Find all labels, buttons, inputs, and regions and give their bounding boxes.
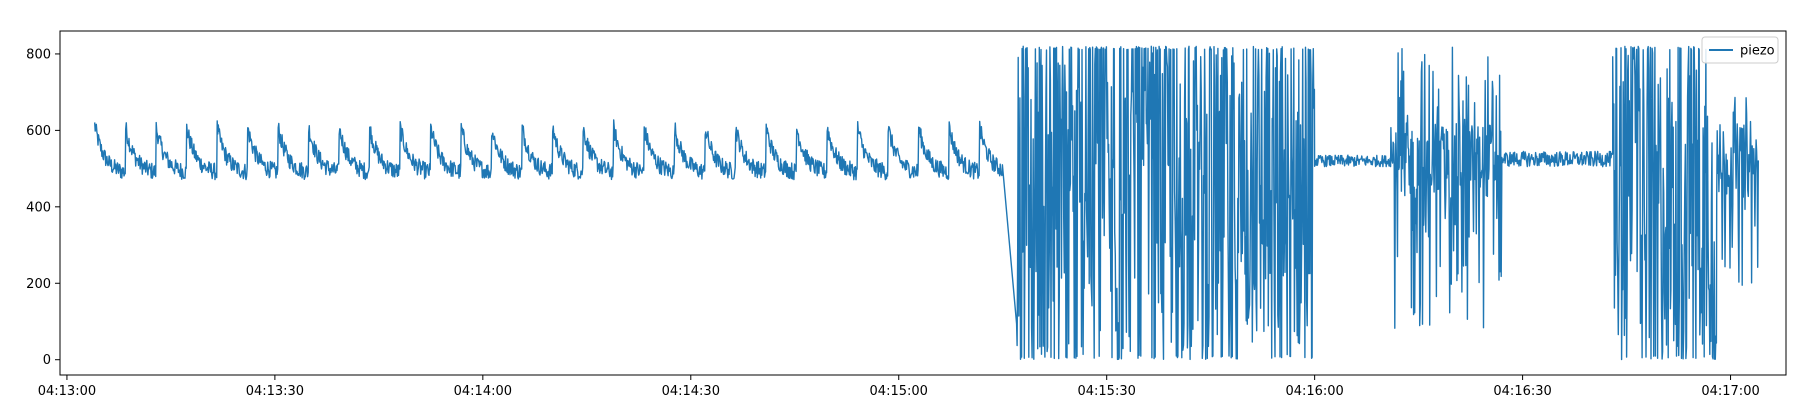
axes-frame [59,30,1787,376]
x-tick-label: 04:16:30 [1493,384,1551,399]
axes: 04:13:00 04:13:30 04:14:00 04:14:30 04:15:00… [26,30,1787,399]
y-tick-label: 400 [26,200,51,215]
x-tick-label: 04:14:00 [454,384,512,399]
y-tick-label: 200 [26,277,51,292]
x-tick-label: 04:13:30 [246,384,304,399]
x-tick-label: 04:13:00 [38,384,96,399]
x-tick-label: 04:17:00 [1701,384,1759,399]
legend-box [1701,36,1779,64]
legend-label: piezo [1740,44,1775,59]
x-tick-label: 04:14:30 [662,384,720,399]
x-tick-label: 04:15:00 [870,384,928,399]
x-tick-label: 04:16:00 [1285,384,1343,399]
y-tick-label: 800 [26,47,51,62]
series-line-piezo [94,45,1760,361]
y-tick-label: 600 [26,124,51,139]
plot-area [94,45,1760,361]
y-tick-label: 0 [43,353,51,368]
legend: piezo [1701,36,1779,64]
x-tick-label: 04:15:30 [1077,384,1135,399]
